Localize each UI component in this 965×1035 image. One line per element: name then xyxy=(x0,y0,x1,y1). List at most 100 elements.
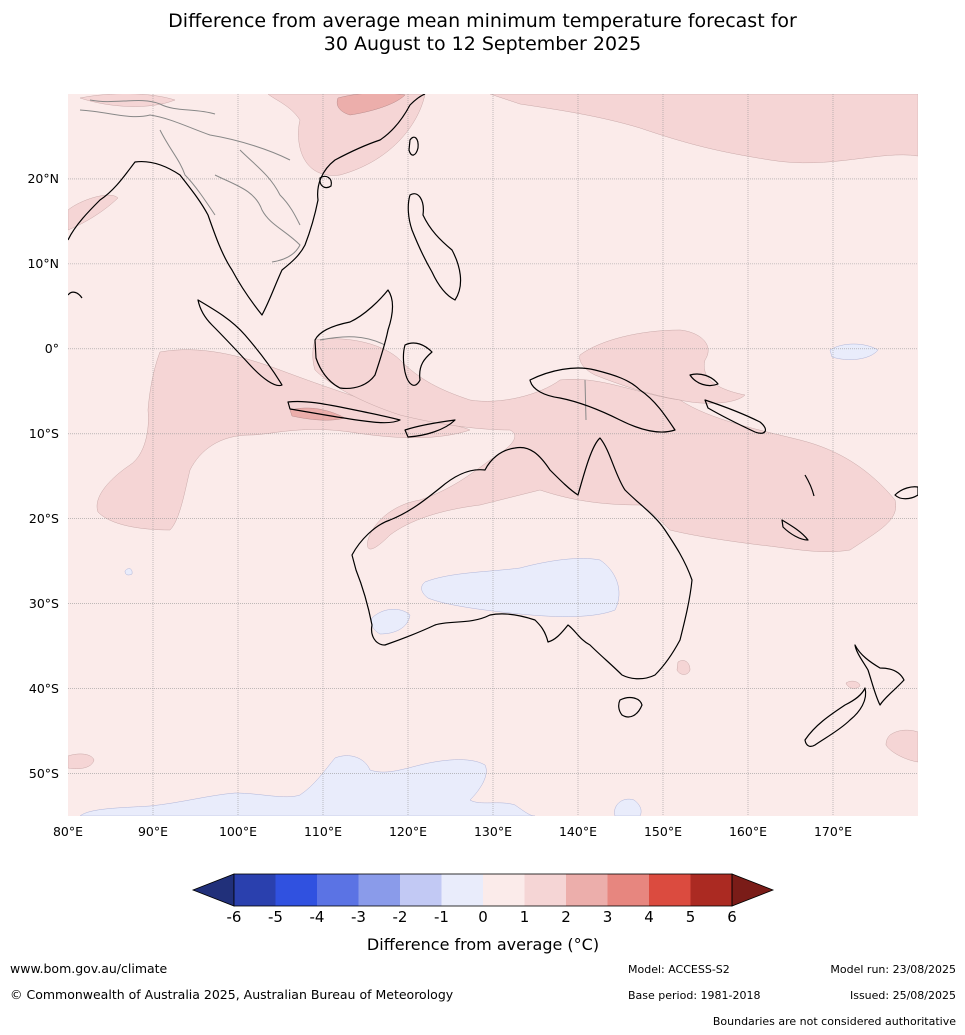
colorbar-swatches xyxy=(191,873,775,907)
map-plot-area xyxy=(68,94,918,816)
coast-philippines xyxy=(407,193,462,301)
coast-hainan xyxy=(319,175,332,189)
issued-date: Issued: 25/08/2025 xyxy=(849,989,956,1002)
colorbar-tick-label: -3 xyxy=(351,908,366,926)
anomaly-zone-1-2-tibet xyxy=(79,94,176,107)
border-new-guinea xyxy=(584,379,587,421)
colorbar-swatch xyxy=(275,874,317,906)
lat-tick-label: 10°S xyxy=(29,426,59,441)
colorbar-tick-label: -2 xyxy=(393,908,408,926)
lon-tick-label: 170°E xyxy=(814,824,852,839)
colorbar-tick-label: 0 xyxy=(478,908,488,926)
border-laos-vietnam xyxy=(239,149,301,226)
coast-java xyxy=(287,400,401,424)
anomaly-zone-neg1-0-southern-ocean xyxy=(79,755,536,816)
anomaly-zone-neg1-0-south-indian xyxy=(614,798,642,816)
anomaly-zone-2-3-east-china xyxy=(336,94,406,116)
coast-solomons xyxy=(704,399,767,434)
lon-tick-label: 140°E xyxy=(559,824,597,839)
map-title-line2: 30 August to 12 September 2025 xyxy=(323,33,642,55)
anomaly-zone-neg1-0-south-australia xyxy=(371,609,411,635)
base-period: Base period: 1981-2018 xyxy=(628,989,761,1002)
lat-tick-label: 10°N xyxy=(27,256,59,271)
colorbar-ticks: -6 -5 -4 -3 -2 -1 0 1 2 3 4 5 6 xyxy=(227,908,737,926)
anomaly-zone-neg1-0-small-island xyxy=(124,568,133,576)
colorbar-swatch xyxy=(690,874,732,906)
colorbar-swatch xyxy=(649,874,691,906)
boundaries-disclaimer: Boundaries are not considered authoritat… xyxy=(712,1015,956,1028)
lat-tick-label: 20°N xyxy=(27,171,59,186)
copyright-text: © Commonwealth of Australia 2025, Austra… xyxy=(10,987,454,1002)
latitude-axis: 20°N 10°N 0° 10°S 20°S 30°S 40°S 50°S xyxy=(27,171,59,781)
colorbar-swatch xyxy=(358,874,400,906)
colorbar-tick-label: 2 xyxy=(561,908,571,926)
anomaly-zone-neg1-0-equatorial-pacific xyxy=(829,343,879,360)
anomaly-zone-1-2-chatham xyxy=(845,680,861,689)
coast-new-zealand-south xyxy=(804,687,867,747)
lon-tick-label: 100°E xyxy=(219,824,257,839)
colorbar-tick-label: -5 xyxy=(268,908,283,926)
border-indochina xyxy=(214,174,301,263)
anomaly-zone-1-2-indian-ocean xyxy=(96,349,471,531)
coast-east-asia xyxy=(68,94,426,316)
lon-tick-label: 120°E xyxy=(389,824,427,839)
colorbar-extend-high xyxy=(731,873,775,907)
country-borders xyxy=(79,99,587,421)
border-borneo xyxy=(319,336,386,346)
lat-tick-label: 50°S xyxy=(29,766,59,781)
anomaly-zone-1-2-southwest xyxy=(68,753,95,769)
colorbar-label: Difference from average (°C) xyxy=(367,935,599,954)
model-name: Model: ACCESS-S2 xyxy=(628,963,730,976)
lon-tick-label: 110°E xyxy=(304,824,342,839)
colorbar-swatch xyxy=(607,874,649,906)
colorbar-tick-label: -4 xyxy=(310,908,325,926)
coast-new-guinea xyxy=(529,367,676,433)
colorbar-tick-label: 4 xyxy=(644,908,654,926)
anomaly-zone-1-2-south-china xyxy=(267,94,426,176)
colorbar-tick-label: 5 xyxy=(686,908,696,926)
lon-tick-label: 160°E xyxy=(729,824,767,839)
map-gridlines xyxy=(68,94,918,816)
colorbar-tick-label: 6 xyxy=(727,908,737,926)
coast-borneo xyxy=(314,289,394,390)
border-china-south xyxy=(79,109,291,161)
colorbar-outline xyxy=(233,873,733,907)
anomaly-zone-1-2-north-pacific xyxy=(489,94,918,164)
coast-sumatra xyxy=(197,299,283,387)
lon-tick-label: 80°E xyxy=(53,824,83,839)
colorbar-tick-label: 1 xyxy=(520,908,530,926)
coast-australia xyxy=(351,437,693,680)
colorbar-tick-label: 3 xyxy=(603,908,613,926)
coast-fiji xyxy=(894,486,918,500)
coast-vanuatu xyxy=(804,474,815,497)
colorbar-swatch xyxy=(566,874,608,906)
border-himalaya xyxy=(89,99,216,115)
map-title: Difference from average mean minimum tem… xyxy=(0,10,965,56)
lat-tick-label: 0° xyxy=(45,341,59,356)
anomaly-zone-neg1-0-central-australia xyxy=(421,558,620,617)
colorbar-swatch xyxy=(317,874,359,906)
colorbar-extend-low xyxy=(191,873,235,907)
border-india-myanmar xyxy=(159,129,216,216)
anomaly-zone-1-2-south-of-nz xyxy=(885,729,918,763)
coast-tasmania xyxy=(618,696,643,718)
map-title-line1: Difference from average mean minimum tem… xyxy=(168,10,797,32)
lat-tick-label: 30°S xyxy=(29,596,59,611)
colorbar-tick-label: -1 xyxy=(434,908,449,926)
colorbar-swatch xyxy=(400,874,442,906)
coast-sulawesi xyxy=(402,342,433,386)
lon-tick-label: 130°E xyxy=(474,824,512,839)
website-link[interactable]: www.bom.gov.au/climate xyxy=(10,961,168,976)
longitude-axis: 80°E 90°E 100°E 110°E 120°E 130°E 140°E … xyxy=(53,824,852,839)
coast-new-britain xyxy=(689,373,719,387)
lat-tick-label: 40°S xyxy=(29,681,59,696)
coast-taiwan xyxy=(408,136,419,156)
coast-new-zealand-north xyxy=(854,644,905,706)
coast-india-south xyxy=(68,291,83,299)
model-run-date: Model run: 23/08/2025 xyxy=(830,963,956,976)
lat-tick-label: 20°S xyxy=(29,511,59,526)
colorbar-swatch xyxy=(524,874,566,906)
colorbar: -6 -5 -4 -3 -2 -1 0 1 2 3 4 5 6 Differen… xyxy=(191,873,775,954)
coast-timor xyxy=(404,419,456,438)
